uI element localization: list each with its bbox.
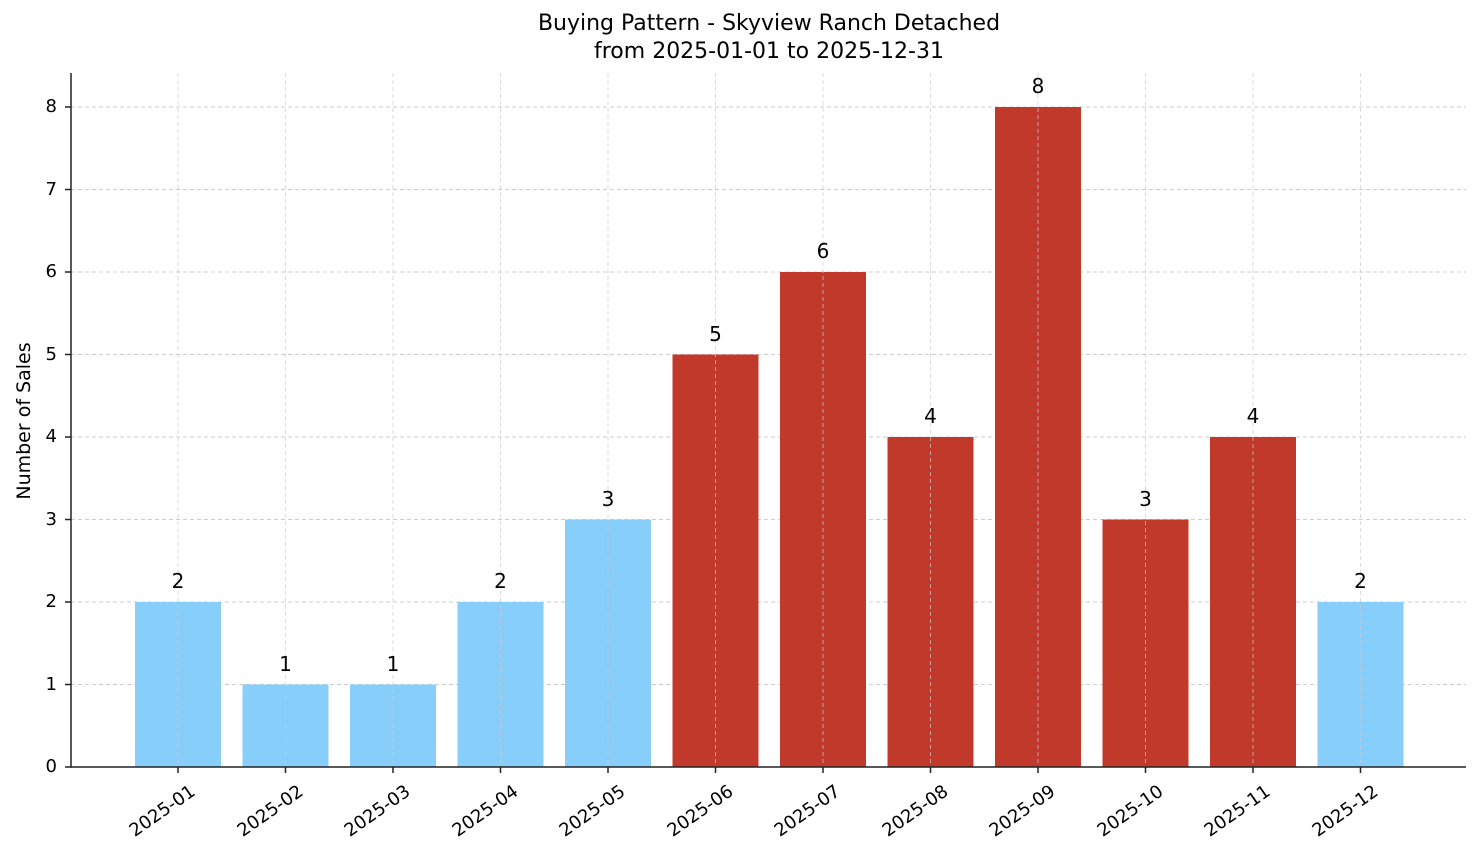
- bar-value-label: 4: [924, 404, 937, 428]
- bar-value-label: 2: [494, 569, 507, 593]
- y-tick-label: 2: [45, 591, 57, 612]
- bar-value-label: 1: [279, 651, 292, 676]
- chart-subtitle: from 2025-01-01 to 2025-12-31: [594, 39, 944, 64]
- y-tick-label: 5: [45, 343, 57, 365]
- y-tick-label: 3: [45, 508, 57, 530]
- vertical-grid-lines: [177, 73, 1361, 767]
- chart-title-main: Buying Pattern - Skyview Ranch Detached: [537, 11, 1001, 36]
- bar-value-label: 4: [1246, 404, 1260, 428]
- y-tick-label: 0: [45, 756, 57, 777]
- bar-value-label: 3: [601, 486, 615, 511]
- bar-value-label: 6: [816, 239, 830, 263]
- bar-value-label: 3: [1139, 486, 1152, 511]
- axes: [65, 73, 1466, 773]
- bar-value-label: 5: [709, 321, 722, 346]
- y-tick-label: 7: [45, 178, 57, 200]
- y-tick-label: 1: [45, 673, 57, 695]
- y-axis-label: Number of Sales: [13, 342, 35, 500]
- chart-title: Buying Pattern - Skyview Ranch Detached …: [0, 10, 1481, 66]
- bar-value-label: 8: [1031, 74, 1045, 98]
- y-tick-label: 6: [45, 261, 57, 282]
- y-tick-label: 8: [45, 96, 57, 117]
- bar-value-label: 1: [386, 651, 400, 676]
- y-tick-label: 4: [45, 426, 57, 447]
- bar-value-label: 2: [171, 569, 185, 593]
- bar-value-label: 2: [1354, 569, 1367, 593]
